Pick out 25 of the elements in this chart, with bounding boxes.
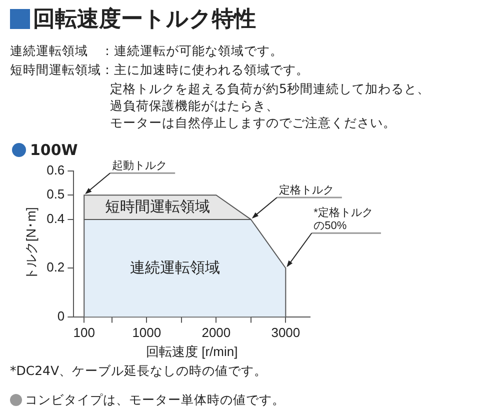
text: 連続運転領域 ：連続運転が可能な領域です。 <box>10 42 284 59</box>
text: モーターは自然停止しますのでご注意ください。 <box>109 114 397 131</box>
x-tick-label: 100 <box>73 325 95 340</box>
y-tick-label: 0 <box>57 308 65 324</box>
chart-subtitle: 100W <box>30 141 78 159</box>
x-tick-label: 3000 <box>271 325 300 340</box>
text: コンビタイプは、モーター単体時の値です。 <box>25 391 285 408</box>
y-tick-label: 0.4 <box>46 211 65 226</box>
y-axis-title: トルク[N･m] <box>23 207 38 281</box>
x-axis-title: 回転速度 [r/min] <box>146 344 238 359</box>
annotation: 定格トルク <box>278 183 334 196</box>
y-tick-label: 0.5 <box>46 186 65 202</box>
text: 過負荷保護機能がはたらき、 <box>109 97 280 114</box>
chart-title: 回転速度ートルク特性 <box>33 6 256 34</box>
series-label: 連続運転領域 <box>130 259 220 276</box>
text: *DC24V、ケーブル延長なしの時の値です。 <box>10 362 268 379</box>
y-tick-label: 0.6 <box>46 162 65 178</box>
series-label: 短時間運転領域 <box>105 198 210 216</box>
y-tick-label: 0.2 <box>46 260 65 275</box>
x-tick-label: 2000 <box>202 325 231 340</box>
text: 定格トルクを超える負荷が約5秒間連続して加わると、 <box>109 80 430 97</box>
text: 短時間運転領域：主に加速時に使われる領域です。 <box>10 61 310 78</box>
annotation: *定格トルクの50% <box>314 206 373 232</box>
annotation: 起動トルク <box>112 160 168 172</box>
x-tick-label: 1000 <box>132 325 162 340</box>
